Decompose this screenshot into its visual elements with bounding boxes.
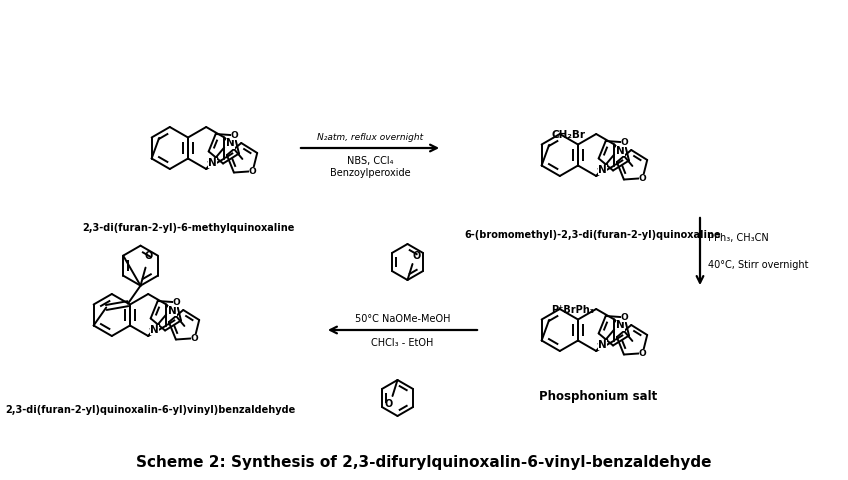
Text: O: O (191, 334, 198, 343)
Text: N: N (209, 158, 217, 168)
Text: Benzoylperoxide: Benzoylperoxide (330, 168, 410, 178)
Text: N: N (616, 145, 625, 156)
Text: N: N (598, 165, 607, 175)
Text: 50°C NaOMe-MeOH: 50°C NaOMe-MeOH (354, 314, 450, 324)
Text: NBS, CCl₄: NBS, CCl₄ (347, 156, 393, 166)
Text: N: N (226, 139, 235, 148)
Text: PPh₃, CH₃CN: PPh₃, CH₃CN (708, 233, 769, 243)
Text: O: O (621, 313, 628, 322)
Text: 2,3-di(furan-2-yl)-6-methylquinoxaline: 2,3-di(furan-2-yl)-6-methylquinoxaline (81, 223, 294, 233)
Text: CH₂Br: CH₂Br (551, 130, 585, 140)
Text: 2,3-di(furan-2-yl)quinoxalin-6-yl)vinyl)benzaldehyde: 2,3-di(furan-2-yl)quinoxalin-6-yl)vinyl)… (5, 405, 295, 415)
Text: O: O (248, 167, 257, 176)
Text: N₂atm, reflux overnight: N₂atm, reflux overnight (317, 133, 423, 142)
Text: O: O (639, 174, 646, 183)
Text: Scheme 2: Synthesis of 2,3-difurylquinoxalin-6-vinyl-benzaldehyde: Scheme 2: Synthesis of 2,3-difurylquinox… (137, 455, 711, 469)
Text: P⁺BrPh₃: P⁺BrPh₃ (551, 305, 594, 315)
Text: CHCl₃ - EtOH: CHCl₃ - EtOH (371, 338, 433, 348)
Text: O: O (384, 399, 393, 409)
Text: O: O (231, 131, 238, 140)
Text: 40°C, Stirr overnight: 40°C, Stirr overnight (708, 260, 808, 269)
Text: O: O (144, 251, 153, 261)
Text: O: O (173, 298, 181, 307)
Text: N: N (598, 340, 607, 350)
Text: N: N (150, 325, 159, 335)
Text: O: O (639, 348, 646, 358)
Text: Phosphonium salt: Phosphonium salt (538, 390, 657, 403)
Text: O: O (621, 138, 628, 147)
Text: 6-(bromomethyl)-2,3-di(furan-2-yl)quinoxaline: 6-(bromomethyl)-2,3-di(furan-2-yl)quinox… (465, 230, 722, 240)
Text: N: N (169, 305, 177, 315)
Text: O: O (412, 251, 421, 261)
Text: N: N (616, 321, 625, 331)
